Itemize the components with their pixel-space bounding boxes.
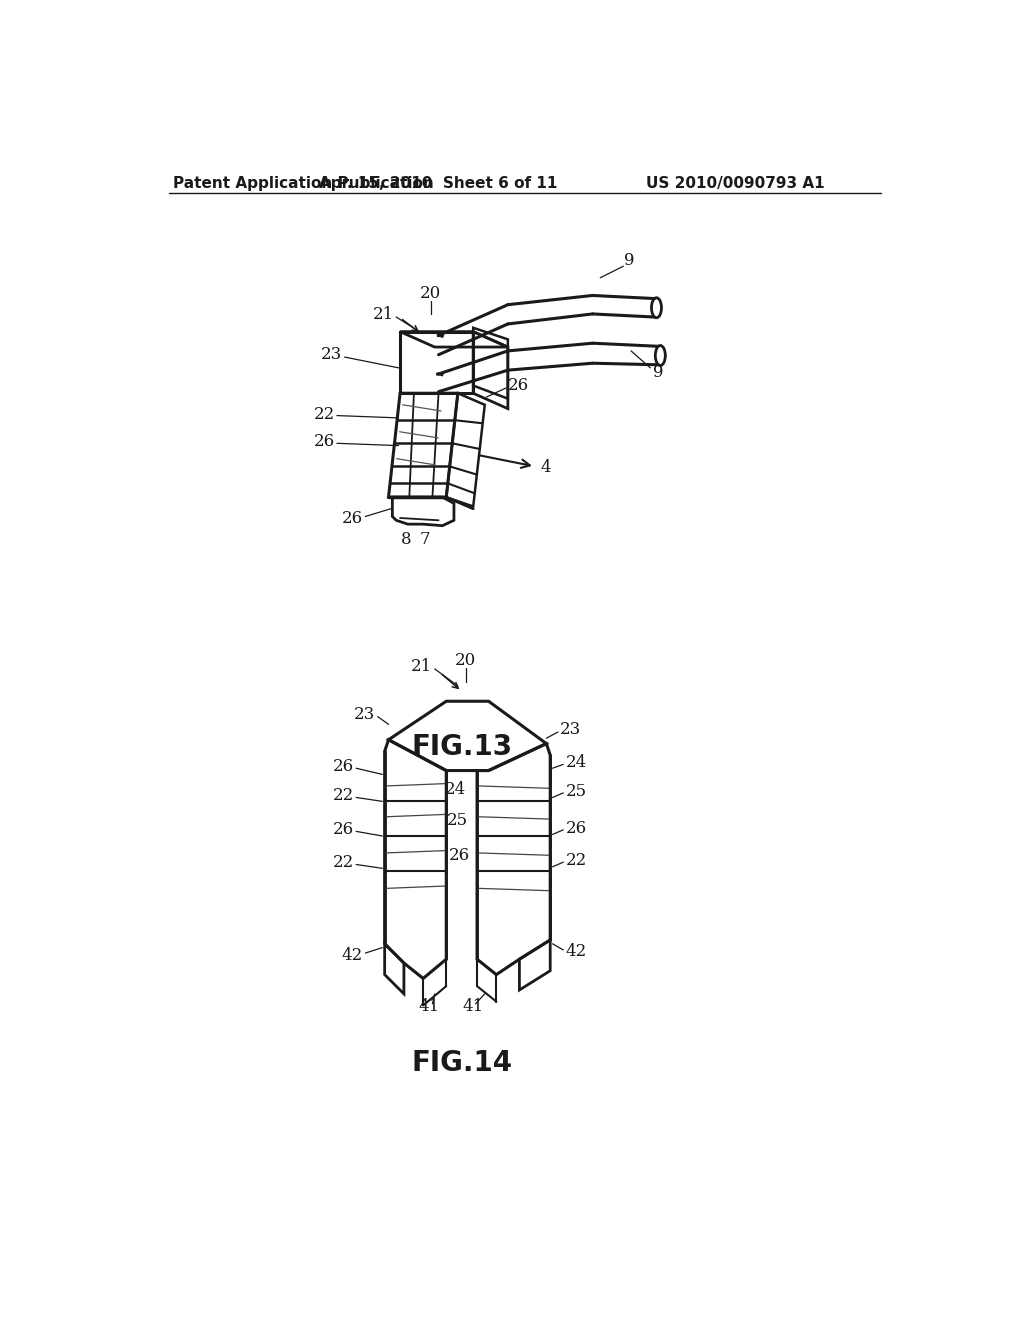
Text: 42: 42 xyxy=(565,942,587,960)
Text: 23: 23 xyxy=(354,706,376,723)
Text: 21: 21 xyxy=(373,306,394,323)
Text: Patent Application Publication: Patent Application Publication xyxy=(173,176,433,190)
Text: 26: 26 xyxy=(313,433,335,450)
Text: 26: 26 xyxy=(333,758,354,775)
Text: 26: 26 xyxy=(508,378,529,395)
Text: 20: 20 xyxy=(420,285,441,302)
Text: 24: 24 xyxy=(565,754,587,771)
Text: 25: 25 xyxy=(447,812,468,829)
Text: 26: 26 xyxy=(333,821,354,838)
Text: FIG.14: FIG.14 xyxy=(411,1049,512,1077)
Text: 7: 7 xyxy=(420,531,430,548)
Text: 26: 26 xyxy=(565,820,587,837)
Text: 9: 9 xyxy=(652,364,664,381)
Text: 4: 4 xyxy=(541,459,551,477)
Text: 8: 8 xyxy=(401,531,412,548)
Text: 20: 20 xyxy=(455,652,476,669)
Text: Apr. 15, 2010  Sheet 6 of 11: Apr. 15, 2010 Sheet 6 of 11 xyxy=(319,176,558,190)
Text: 22: 22 xyxy=(333,788,354,804)
Text: 26: 26 xyxy=(342,511,364,527)
Text: 9: 9 xyxy=(625,252,635,268)
Text: 23: 23 xyxy=(560,721,582,738)
Text: 23: 23 xyxy=(322,346,342,363)
Text: 41: 41 xyxy=(419,998,440,1015)
Text: 24: 24 xyxy=(444,781,466,799)
Text: 42: 42 xyxy=(342,946,364,964)
Text: 25: 25 xyxy=(565,783,587,800)
Text: 22: 22 xyxy=(333,854,354,871)
Text: 21: 21 xyxy=(412,659,432,675)
Text: 26: 26 xyxy=(449,846,470,863)
Text: 22: 22 xyxy=(313,405,335,422)
Text: 22: 22 xyxy=(565,853,587,869)
Text: US 2010/0090793 A1: US 2010/0090793 A1 xyxy=(646,176,825,190)
Text: FIG.13: FIG.13 xyxy=(411,734,512,762)
Text: 41: 41 xyxy=(463,998,483,1015)
